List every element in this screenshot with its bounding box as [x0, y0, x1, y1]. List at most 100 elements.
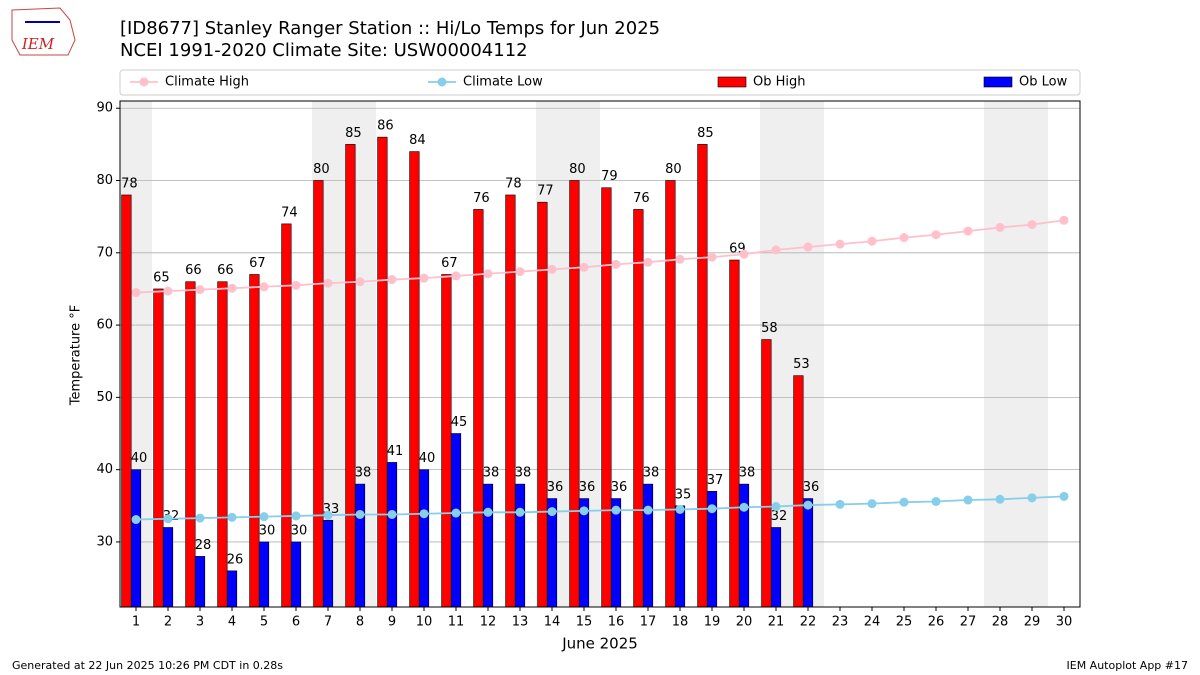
- value-label: 78: [505, 176, 522, 191]
- weekend-shade: [984, 101, 1016, 607]
- value-label: 80: [313, 162, 330, 177]
- bar: [450, 433, 462, 608]
- climate-point: [419, 509, 429, 519]
- climate-point: [675, 254, 685, 264]
- x-tick-label: 17: [640, 615, 657, 630]
- value-label: 85: [345, 126, 362, 141]
- climate-point: [195, 285, 205, 295]
- x-tick-label: 20: [736, 615, 753, 630]
- value-label: 26: [227, 552, 244, 567]
- climate-point: [195, 513, 205, 523]
- bar: [729, 259, 740, 608]
- legend-label: Ob High: [753, 75, 806, 90]
- bar: [633, 209, 644, 608]
- x-tick-label: 28: [992, 615, 1009, 630]
- climate-point: [867, 236, 877, 246]
- x-tick-label: 10: [416, 615, 433, 630]
- climate-point: [931, 230, 941, 240]
- x-tick-label: 22: [800, 615, 817, 630]
- climate-point: [323, 510, 333, 520]
- legend-marker: [437, 77, 447, 87]
- climate-point: [355, 509, 365, 519]
- value-label: 41: [387, 444, 404, 459]
- value-label: 84: [409, 133, 426, 148]
- climate-point: [771, 502, 781, 512]
- y-tick-label: 30: [96, 534, 113, 549]
- climate-point: [995, 223, 1005, 232]
- climate-point: [131, 288, 141, 298]
- bar: [226, 570, 238, 608]
- value-label: 40: [131, 451, 148, 466]
- value-label: 53: [793, 357, 810, 372]
- x-tick-label: 11: [448, 615, 465, 630]
- value-label: 78: [121, 176, 138, 191]
- climate-point: [1059, 491, 1069, 501]
- bar: [610, 498, 622, 608]
- climate-point: [163, 286, 173, 296]
- climate-point: [643, 505, 653, 515]
- x-tick-label: 2: [164, 615, 172, 630]
- bar: [322, 519, 334, 608]
- x-tick-label: 24: [864, 615, 881, 630]
- x-tick-label: 18: [672, 615, 689, 630]
- climate-point: [451, 508, 461, 518]
- climate-line: [135, 495, 1065, 521]
- bar: [770, 527, 782, 608]
- climate-point: [259, 512, 269, 522]
- x-tick-label: 25: [896, 615, 913, 630]
- value-label: 58: [761, 321, 778, 336]
- climate-point: [739, 502, 749, 512]
- bar: [514, 483, 526, 608]
- climate-point: [963, 495, 973, 505]
- value-label: 30: [259, 523, 276, 538]
- climate-point: [483, 507, 493, 517]
- value-label: 35: [675, 487, 692, 502]
- value-label: 76: [473, 191, 490, 206]
- legend-label: Climate Low: [463, 75, 543, 90]
- bar: [258, 541, 270, 608]
- bar: [153, 288, 164, 608]
- x-tick-label: 13: [512, 615, 529, 630]
- legend-marker: [139, 77, 149, 87]
- x-tick-label: 19: [704, 615, 721, 630]
- x-tick-label: 21: [768, 615, 785, 630]
- bar: [194, 556, 206, 608]
- y-axis-label: Temperature °F: [69, 305, 84, 406]
- climate-point: [579, 506, 589, 516]
- climate-line: [135, 219, 1065, 294]
- climate-point: [963, 226, 973, 236]
- value-label: 38: [483, 466, 500, 481]
- legend-swatch: [717, 76, 747, 88]
- climate-point: [739, 249, 749, 259]
- climate-point: [387, 275, 397, 285]
- x-tick-label: 7: [324, 615, 332, 630]
- climate-point: [451, 271, 461, 281]
- value-label: 66: [217, 263, 234, 278]
- y-tick-label: 40: [96, 462, 113, 477]
- climate-point: [131, 515, 141, 525]
- x-tick-label: 23: [832, 615, 849, 630]
- value-label: 36: [803, 480, 820, 495]
- climate-point: [675, 504, 685, 514]
- bar: [642, 483, 654, 608]
- climate-point: [1027, 220, 1037, 230]
- bar: [802, 498, 814, 608]
- climate-point: [547, 507, 557, 517]
- bar: [354, 483, 366, 608]
- value-label: 76: [633, 191, 650, 206]
- bar: [409, 151, 420, 608]
- climate-point: [291, 511, 301, 521]
- y-tick-label: 70: [96, 245, 113, 260]
- bar: [130, 469, 142, 608]
- x-axis-label: June 2025: [561, 635, 638, 653]
- y-tick-label: 80: [96, 173, 113, 188]
- bar: [505, 194, 516, 608]
- climate-point: [771, 245, 781, 255]
- value-label: 32: [771, 509, 788, 524]
- climate-point: [707, 504, 717, 514]
- climate-point: [835, 499, 845, 509]
- x-tick-label: 4: [228, 615, 236, 630]
- value-label: 80: [569, 162, 586, 177]
- footer-right: IEM Autoplot App #17: [1067, 659, 1189, 672]
- value-label: 38: [643, 466, 660, 481]
